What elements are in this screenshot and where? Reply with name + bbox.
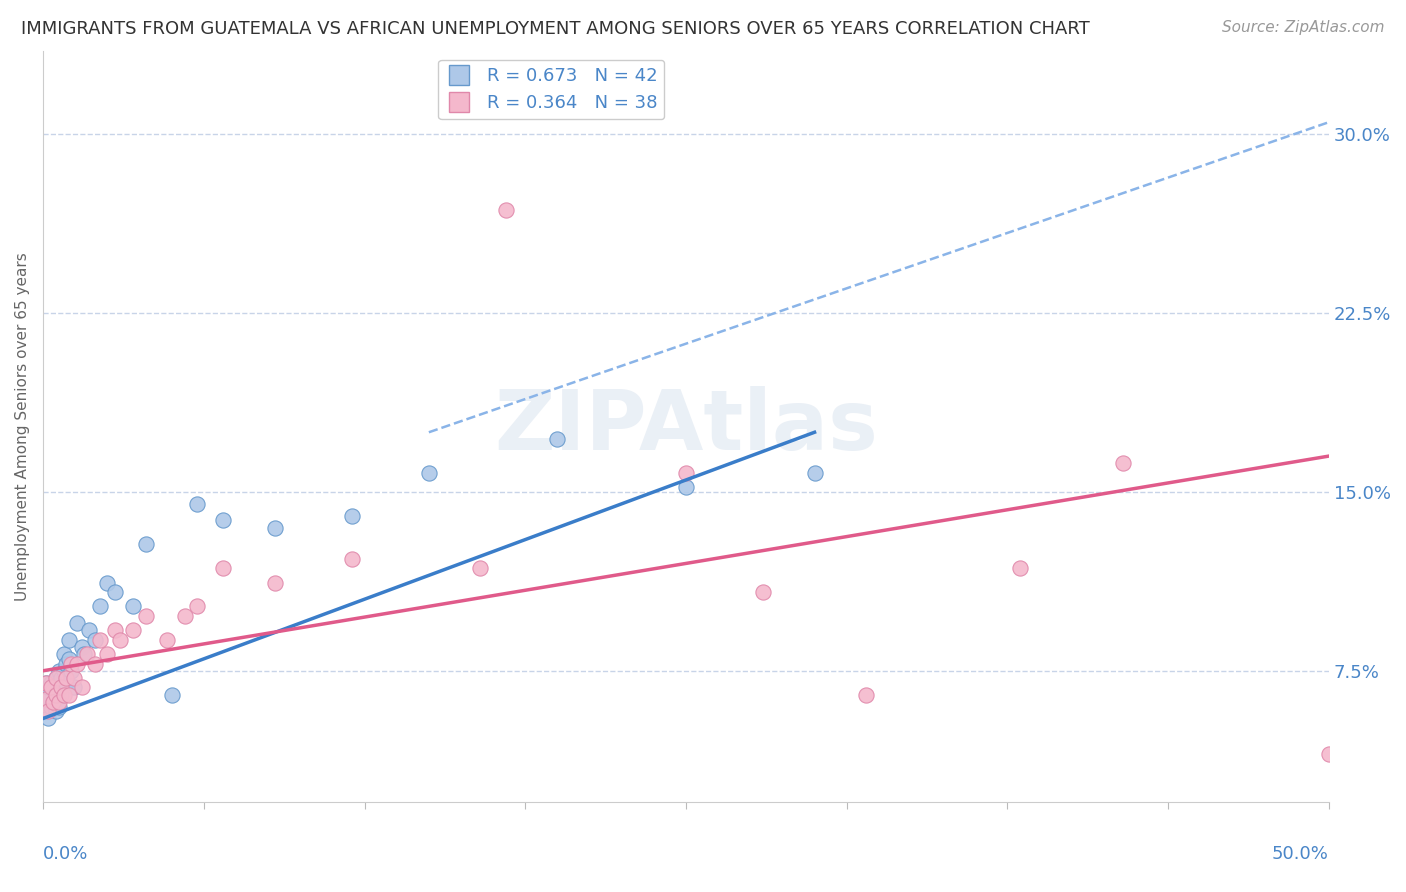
Point: [60, 664, 83, 678]
Point: [752, 585, 775, 599]
Point: [63, 681, 86, 695]
Point: [55, 675, 77, 690]
Point: [1112, 456, 1135, 470]
Point: [110, 632, 132, 647]
Point: [96, 647, 118, 661]
Point: [155, 632, 177, 647]
Point: [51, 688, 73, 702]
Point: [104, 624, 127, 638]
Text: 50.0%: 50.0%: [1272, 845, 1329, 863]
Point: [122, 599, 145, 614]
Point: [37, 704, 59, 718]
Point: [63, 671, 86, 685]
Point: [39, 699, 62, 714]
Point: [135, 537, 157, 551]
Point: [58, 652, 80, 666]
Point: [45, 671, 67, 685]
Point: [70, 681, 93, 695]
Point: [73, 647, 96, 661]
Point: [51, 671, 73, 685]
Point: [83, 657, 105, 671]
Point: [45, 688, 67, 702]
Point: [212, 561, 235, 575]
Point: [1317, 747, 1340, 762]
Point: [51, 681, 73, 695]
Text: Source: ZipAtlas.com: Source: ZipAtlas.com: [1222, 20, 1385, 35]
Point: [45, 671, 67, 685]
Point: [76, 647, 98, 661]
Point: [79, 624, 101, 638]
Point: [1010, 561, 1032, 575]
Point: [52, 664, 75, 678]
Point: [42, 695, 65, 709]
Point: [37, 681, 59, 695]
Point: [58, 632, 80, 647]
Point: [48, 699, 70, 714]
Point: [55, 671, 77, 685]
Point: [263, 521, 285, 535]
Point: [52, 647, 75, 661]
Point: [83, 632, 105, 647]
Point: [470, 561, 492, 575]
Point: [495, 203, 517, 218]
Point: [418, 466, 440, 480]
Point: [212, 514, 235, 528]
Legend: R = 0.673   N = 42, R = 0.364   N = 38: R = 0.673 N = 42, R = 0.364 N = 38: [437, 60, 665, 120]
Y-axis label: Unemployment Among Seniors over 65 years: Unemployment Among Seniors over 65 years: [15, 252, 30, 600]
Point: [104, 585, 127, 599]
Point: [48, 695, 70, 709]
Point: [52, 688, 75, 702]
Point: [60, 657, 83, 671]
Point: [803, 466, 825, 480]
Point: [186, 599, 208, 614]
Point: [35, 675, 58, 690]
Point: [546, 433, 568, 447]
Point: [45, 688, 67, 702]
Point: [263, 575, 285, 590]
Point: [35, 675, 58, 690]
Text: ZIPAtlas: ZIPAtlas: [494, 386, 877, 467]
Point: [89, 632, 111, 647]
Point: [35, 692, 58, 706]
Point: [42, 695, 65, 709]
Point: [45, 704, 67, 718]
Point: [39, 681, 62, 695]
Point: [186, 497, 208, 511]
Point: [39, 675, 62, 690]
Point: [340, 551, 363, 566]
Text: IMMIGRANTS FROM GUATEMALA VS AFRICAN UNEMPLOYMENT AMONG SENIORS OVER 65 YEARS CO: IMMIGRANTS FROM GUATEMALA VS AFRICAN UNE…: [21, 20, 1090, 37]
Point: [675, 466, 697, 480]
Point: [675, 480, 697, 494]
Point: [122, 624, 145, 638]
Point: [89, 599, 111, 614]
Point: [42, 682, 65, 697]
Point: [135, 608, 157, 623]
Point: [58, 688, 80, 702]
Point: [55, 657, 77, 671]
Point: [173, 608, 195, 623]
Point: [855, 688, 877, 702]
Point: [48, 664, 70, 678]
Point: [340, 508, 363, 523]
Point: [35, 692, 58, 706]
Point: [37, 711, 59, 725]
Point: [96, 575, 118, 590]
Point: [70, 640, 93, 654]
Text: 0.0%: 0.0%: [44, 845, 89, 863]
Point: [160, 688, 183, 702]
Point: [65, 615, 87, 630]
Point: [65, 657, 87, 671]
